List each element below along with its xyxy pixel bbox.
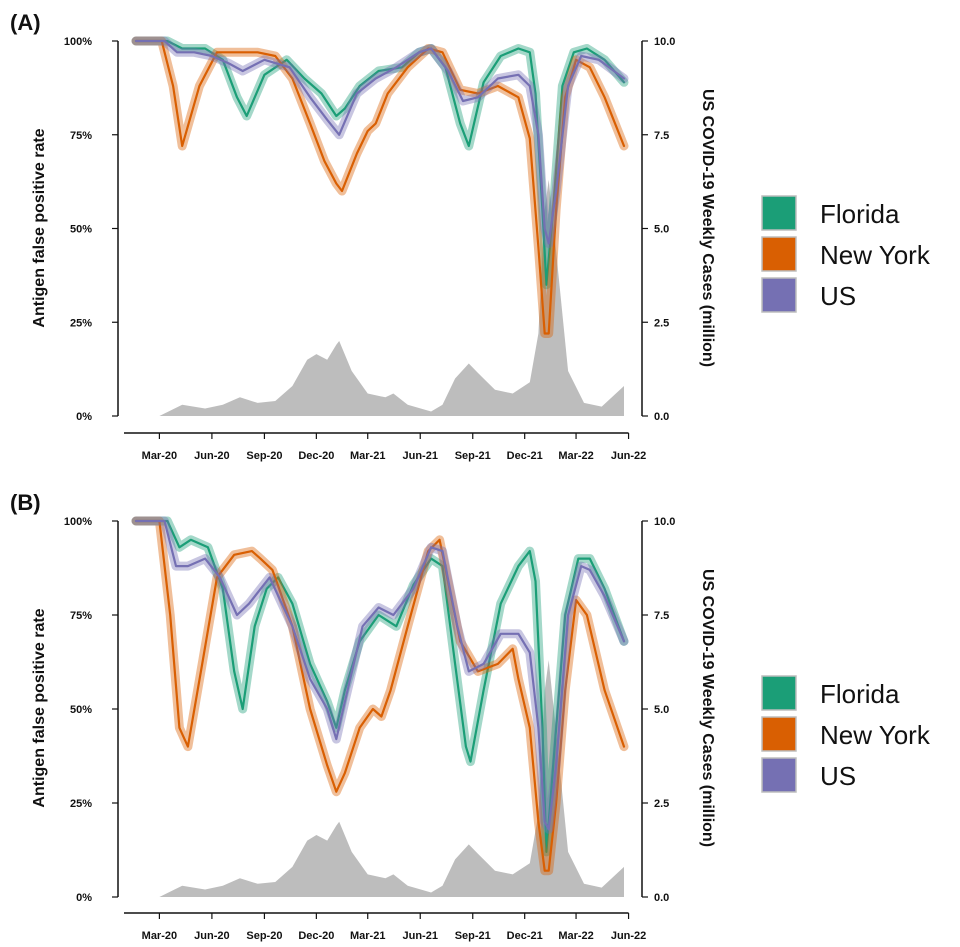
y-axis-title: Antigen false positive rate <box>31 128 48 327</box>
panel-label: (A) <box>10 10 41 35</box>
y2-tick-label: 2.5 <box>654 798 669 810</box>
axes: 0% 25% 50% 75% 100% 0.0 2.5 5.0 7.5 10.0 Mar-20 Jun… <box>64 516 676 942</box>
x-tick-label: Jun-22 <box>611 450 646 462</box>
y2-tick-label: 7.5 <box>654 130 669 142</box>
weekly-cases-area-path <box>136 179 624 416</box>
legend-swatch-new-york <box>761 236 797 272</box>
y-tick-label: 100% <box>64 516 92 528</box>
y-tick-label: 0% <box>76 411 92 423</box>
x-tick-label: Dec-20 <box>298 450 334 462</box>
axes: 0% 25% 50% 75% 100% 0.0 2.5 5.0 7.5 10.0 Mar-20 Jun… <box>64 36 676 462</box>
series-group <box>131 516 629 876</box>
x-tick-label: Dec-21 <box>507 930 543 942</box>
x-tick-label: Dec-21 <box>507 450 543 462</box>
x-tick-label: Jun-20 <box>194 450 229 462</box>
weekly-cases-area <box>136 179 624 416</box>
series-line-us <box>134 519 626 831</box>
x-tick-label: Jun-22 <box>611 930 646 942</box>
legend-label-new-york: New York <box>820 240 931 270</box>
series-band-us <box>131 516 629 834</box>
y-tick-label: 0% <box>76 892 92 904</box>
series-line-florida <box>134 519 626 853</box>
legend-label-florida: Florida <box>820 199 900 229</box>
weekly-cases-area <box>136 660 624 897</box>
x-tick-label: Mar-21 <box>350 450 385 462</box>
y-tick-label: 25% <box>70 317 92 329</box>
x-tick-label: Sep-21 <box>455 450 491 462</box>
series-group <box>131 36 629 338</box>
legend-swatch-us <box>761 277 797 313</box>
panel-a: (A) 0% 25% 50% 75% 100% 0.0 2.5 5.0 7.5 10.0 Mar-2… <box>10 10 931 462</box>
x-tick-label: Sep-20 <box>246 930 282 942</box>
x-tick-label: Sep-21 <box>455 930 491 942</box>
y2-axis-title: US COVID-19 Weekly Cases (million) <box>699 569 716 847</box>
weekly-cases-area-path <box>136 660 624 897</box>
legend-swatch-florida <box>761 195 797 231</box>
y2-tick-label: 5.0 <box>654 224 669 236</box>
series-line-new-york <box>134 39 626 335</box>
panel-label: (B) <box>10 490 41 515</box>
x-tick-label: Jun-21 <box>403 450 438 462</box>
y2-tick-label: 2.5 <box>654 317 669 329</box>
legend-swatch-florida <box>761 675 797 711</box>
x-tick-label: Mar-22 <box>558 450 593 462</box>
x-tick-label: Jun-20 <box>194 930 229 942</box>
y-tick-label: 75% <box>70 610 92 622</box>
legend-label-florida: Florida <box>820 679 900 709</box>
y-tick-label: 50% <box>70 704 92 716</box>
y-tick-label: 50% <box>70 224 92 236</box>
y-tick-label: 75% <box>70 130 92 142</box>
y2-tick-label: 7.5 <box>654 610 669 622</box>
x-tick-label: Mar-21 <box>350 930 385 942</box>
series-line-us <box>134 39 626 245</box>
series-line-new-york <box>134 519 626 872</box>
x-tick-label: Mar-20 <box>142 930 177 942</box>
x-tick-label: Dec-20 <box>298 930 334 942</box>
legend-swatch-us <box>761 757 797 793</box>
x-tick-label: Jun-21 <box>403 930 438 942</box>
panel-b: (B) 0% 25% 50% 75% 100% 0.0 2.5 5.0 7.5 10.0 Mar-2… <box>10 490 931 942</box>
y2-tick-label: 0.0 <box>654 892 669 904</box>
y-tick-label: 25% <box>70 798 92 810</box>
legend-label-new-york: New York <box>820 720 931 750</box>
y-axis-title: Antigen false positive rate <box>31 608 48 807</box>
y2-axis-title: US COVID-19 Weekly Cases (million) <box>699 89 716 367</box>
y2-tick-label: 0.0 <box>654 411 669 423</box>
x-tick-label: Mar-22 <box>558 930 593 942</box>
x-tick-label: Sep-20 <box>246 450 282 462</box>
legend-swatch-new-york <box>761 716 797 752</box>
y2-tick-label: 5.0 <box>654 704 669 716</box>
y-tick-label: 100% <box>64 36 92 48</box>
x-tick-label: Mar-20 <box>142 450 177 462</box>
legend-label-us: US <box>820 761 856 791</box>
legend: Florida New York US <box>761 195 931 313</box>
y2-tick-label: 10.0 <box>654 516 675 528</box>
y2-tick-label: 10.0 <box>654 36 675 48</box>
legend: Florida New York US <box>761 675 931 793</box>
legend-label-us: US <box>820 281 856 311</box>
